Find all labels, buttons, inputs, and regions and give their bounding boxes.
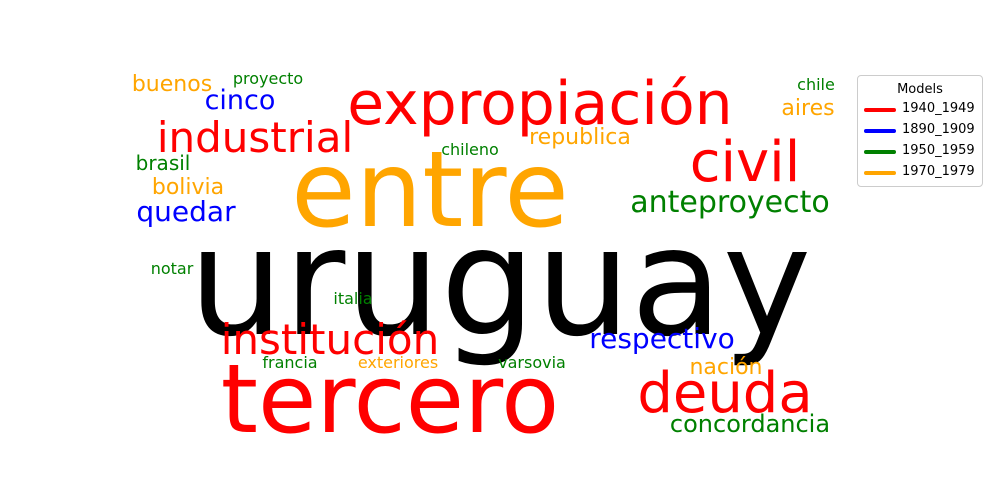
legend-label: 1940_1949	[902, 101, 975, 116]
word-uruguay: uruguay	[189, 196, 812, 370]
word-entre: entre	[291, 129, 569, 251]
word-republica: republica	[529, 125, 631, 150]
word-nacion: nación	[689, 355, 762, 380]
word-proyecto: proyecto	[233, 69, 303, 88]
legend-title: Models	[897, 82, 943, 97]
legend-swatch	[864, 150, 896, 154]
legend-label: 1950_1959	[902, 143, 975, 158]
legend-item-1950-1959: 1950_1959	[858, 142, 982, 163]
word-brasil: brasil	[136, 151, 191, 175]
word-aires: aires	[781, 96, 834, 121]
word-cinco: cinco	[205, 85, 276, 116]
word-italia: italia	[333, 289, 372, 308]
word-expropiacion: expropiación	[347, 69, 732, 139]
word-anteproyecto: anteproyecto	[630, 185, 830, 220]
word-industrial: industrial	[157, 113, 353, 162]
legend-swatch	[864, 171, 896, 175]
word-concordancia: concordancia	[670, 410, 830, 438]
word-francia: francia	[262, 353, 317, 372]
legend: Models 1940_1949 1890_1909 1950_1959 197…	[857, 75, 983, 187]
word-tercero: tercero	[221, 345, 559, 455]
word-chile: chile	[797, 75, 835, 94]
word-bolivia: bolivia	[152, 175, 224, 200]
legend-item-1970-1979: 1970_1979	[858, 163, 982, 184]
word-varsovia: varsovia	[498, 353, 566, 372]
word-quedar: quedar	[136, 195, 236, 228]
word-respectivo: respectivo	[589, 322, 735, 355]
legend-item-1940-1949: 1940_1949	[858, 100, 982, 121]
word-notar: notar	[151, 259, 194, 278]
legend-label: 1970_1979	[902, 164, 975, 179]
legend-label: 1890_1909	[902, 122, 975, 137]
word-exteriores: exteriores	[358, 353, 438, 372]
word-civil: civil	[690, 130, 801, 195]
word-chileno: chileno	[441, 140, 499, 159]
legend-swatch	[864, 129, 896, 133]
word-deuda: deuda	[637, 361, 812, 426]
word-buenos: buenos	[132, 72, 212, 97]
legend-item-1890-1909: 1890_1909	[858, 121, 982, 142]
word-institucion: institución	[221, 315, 439, 364]
legend-swatch	[864, 108, 896, 112]
